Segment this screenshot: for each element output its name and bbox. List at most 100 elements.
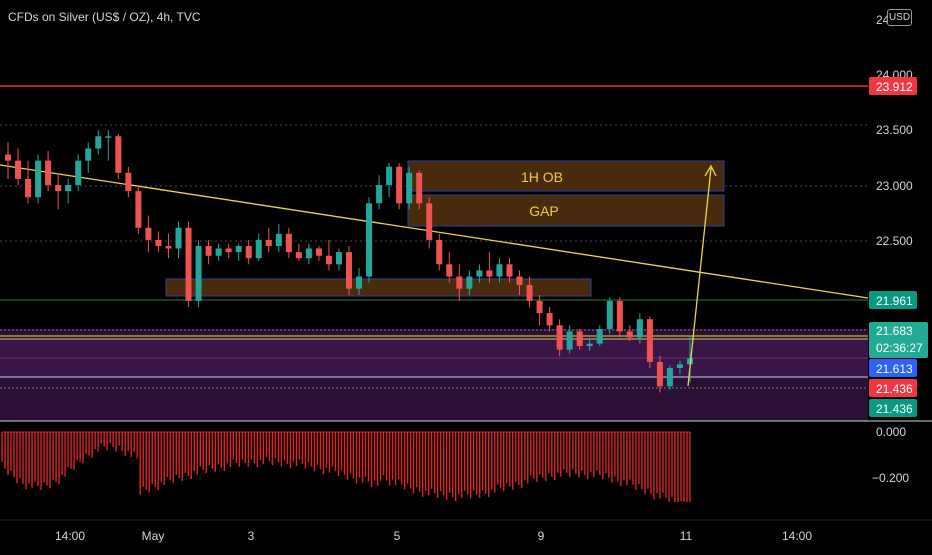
candle-body[interactable]	[386, 166, 393, 186]
candle-body[interactable]	[135, 191, 142, 228]
candle-body[interactable]	[516, 276, 523, 286]
countdown-text: 02:36:27	[876, 341, 923, 355]
candle-body[interactable]	[626, 331, 633, 338]
candle-body[interactable]	[275, 233, 282, 247]
price-badge-text: 23.912	[876, 80, 913, 94]
candle-body[interactable]	[586, 343, 593, 347]
candles-group	[5, 130, 693, 393]
candle-body[interactable]	[155, 239, 162, 247]
candle-body[interactable]	[426, 203, 433, 240]
candle-body[interactable]	[636, 319, 643, 338]
candle-body[interactable]	[225, 248, 232, 253]
candle-body[interactable]	[45, 160, 52, 186]
candle-body[interactable]	[556, 325, 563, 350]
candle-body[interactable]	[376, 185, 383, 204]
candle-body[interactable]	[606, 300, 613, 329]
candle-body[interactable]	[546, 313, 553, 326]
candle-body[interactable]	[526, 285, 533, 301]
candle-body[interactable]	[25, 178, 32, 198]
candle-body[interactable]	[125, 172, 132, 192]
candle-body[interactable]	[325, 255, 332, 265]
candle-body[interactable]	[315, 248, 322, 256]
time-axis[interactable]: 14:00 May 3 5 9 11 14:00	[55, 529, 812, 543]
candle-body[interactable]	[356, 276, 363, 289]
candle-body[interactable]	[185, 227, 192, 301]
candle-body[interactable]	[65, 185, 72, 192]
candle-body[interactable]	[456, 276, 463, 289]
price-badge-text: 21.683	[876, 324, 913, 338]
price-badge-21436-red	[869, 379, 917, 397]
candle-body[interactable]	[446, 264, 453, 277]
demand-zone[interactable]	[165, 278, 592, 297]
ob-zone[interactable]	[407, 160, 725, 192]
candle-body[interactable]	[305, 248, 312, 259]
time-tick: 9	[538, 529, 545, 543]
candle-body[interactable]	[35, 160, 42, 198]
candle-body[interactable]	[165, 246, 172, 249]
candle-body[interactable]	[656, 361, 663, 387]
candle-body[interactable]	[436, 239, 443, 265]
price-badge-text: 21.436	[876, 382, 913, 396]
trendline[interactable]	[0, 164, 869, 299]
candle-body[interactable]	[366, 203, 373, 277]
gap-zone-label: GAP	[529, 203, 559, 219]
candle-body[interactable]	[566, 331, 573, 350]
candle-body[interactable]	[245, 246, 252, 259]
candle-body[interactable]	[666, 367, 673, 387]
indicator-histogram	[1, 431, 691, 502]
candle-body[interactable]	[335, 252, 342, 265]
price-badge-21961	[869, 291, 917, 309]
price-axis[interactable]: 24 24.000 23.500 23.000 22.500 23.912 21…	[869, 13, 928, 417]
candle-body[interactable]	[215, 248, 222, 256]
candle-body[interactable]	[536, 300, 543, 314]
candle-body[interactable]	[406, 172, 413, 204]
candle-body[interactable]	[85, 148, 92, 161]
candle-body[interactable]	[486, 270, 493, 277]
candle-body[interactable]	[15, 160, 22, 179]
time-tick: 14:00	[782, 529, 812, 543]
candle-body[interactable]	[646, 319, 653, 362]
time-tick: 14:00	[55, 529, 85, 543]
currency-button[interactable]: USD	[887, 9, 912, 26]
price-badge-text: 21.613	[876, 362, 913, 376]
candle-body[interactable]	[75, 160, 82, 186]
candle-body[interactable]	[576, 331, 583, 347]
candle-body[interactable]	[175, 227, 182, 249]
candle-body[interactable]	[55, 185, 62, 192]
candle-body[interactable]	[396, 166, 403, 204]
candle-body[interactable]	[476, 270, 483, 277]
chart-title: CFDs on Silver (US$ / OZ), 4h, TVC	[8, 10, 201, 24]
candle-body[interactable]	[496, 264, 503, 277]
candle-body[interactable]	[235, 246, 242, 253]
time-tick: 11	[680, 529, 693, 543]
candle-body[interactable]	[105, 136, 112, 138]
candle-body[interactable]	[506, 264, 513, 277]
candle-body[interactable]	[596, 328, 603, 344]
price-badge-21613	[869, 359, 917, 377]
candle-body[interactable]	[145, 227, 152, 240]
candle-body[interactable]	[95, 136, 102, 149]
price-tick-partial: 24	[876, 13, 890, 27]
candle-body[interactable]	[676, 364, 683, 368]
price-tick: 23.000	[876, 179, 913, 193]
candle-body[interactable]	[285, 233, 292, 253]
projection-arrow-head-icon	[704, 164, 717, 177]
price-tick: 22.500	[876, 234, 913, 248]
candle-body[interactable]	[115, 136, 122, 173]
candle-body[interactable]	[255, 239, 262, 259]
price-badge-last	[869, 322, 928, 358]
projection-arrow-line[interactable]	[687, 167, 712, 387]
time-tick: 5	[394, 529, 401, 543]
candle-body[interactable]	[466, 276, 473, 289]
candle-body[interactable]	[616, 300, 623, 332]
candle-body[interactable]	[295, 252, 302, 259]
candle-body[interactable]	[205, 246, 212, 256]
indicator-axis[interactable]: 0.000 −0.200	[872, 425, 909, 485]
candle-body[interactable]	[346, 252, 352, 289]
candle-body[interactable]	[5, 154, 11, 161]
candle-body[interactable]	[195, 246, 202, 301]
gap-zone[interactable]	[407, 194, 725, 227]
candle-body[interactable]	[265, 239, 272, 247]
candle-body[interactable]	[416, 172, 423, 204]
